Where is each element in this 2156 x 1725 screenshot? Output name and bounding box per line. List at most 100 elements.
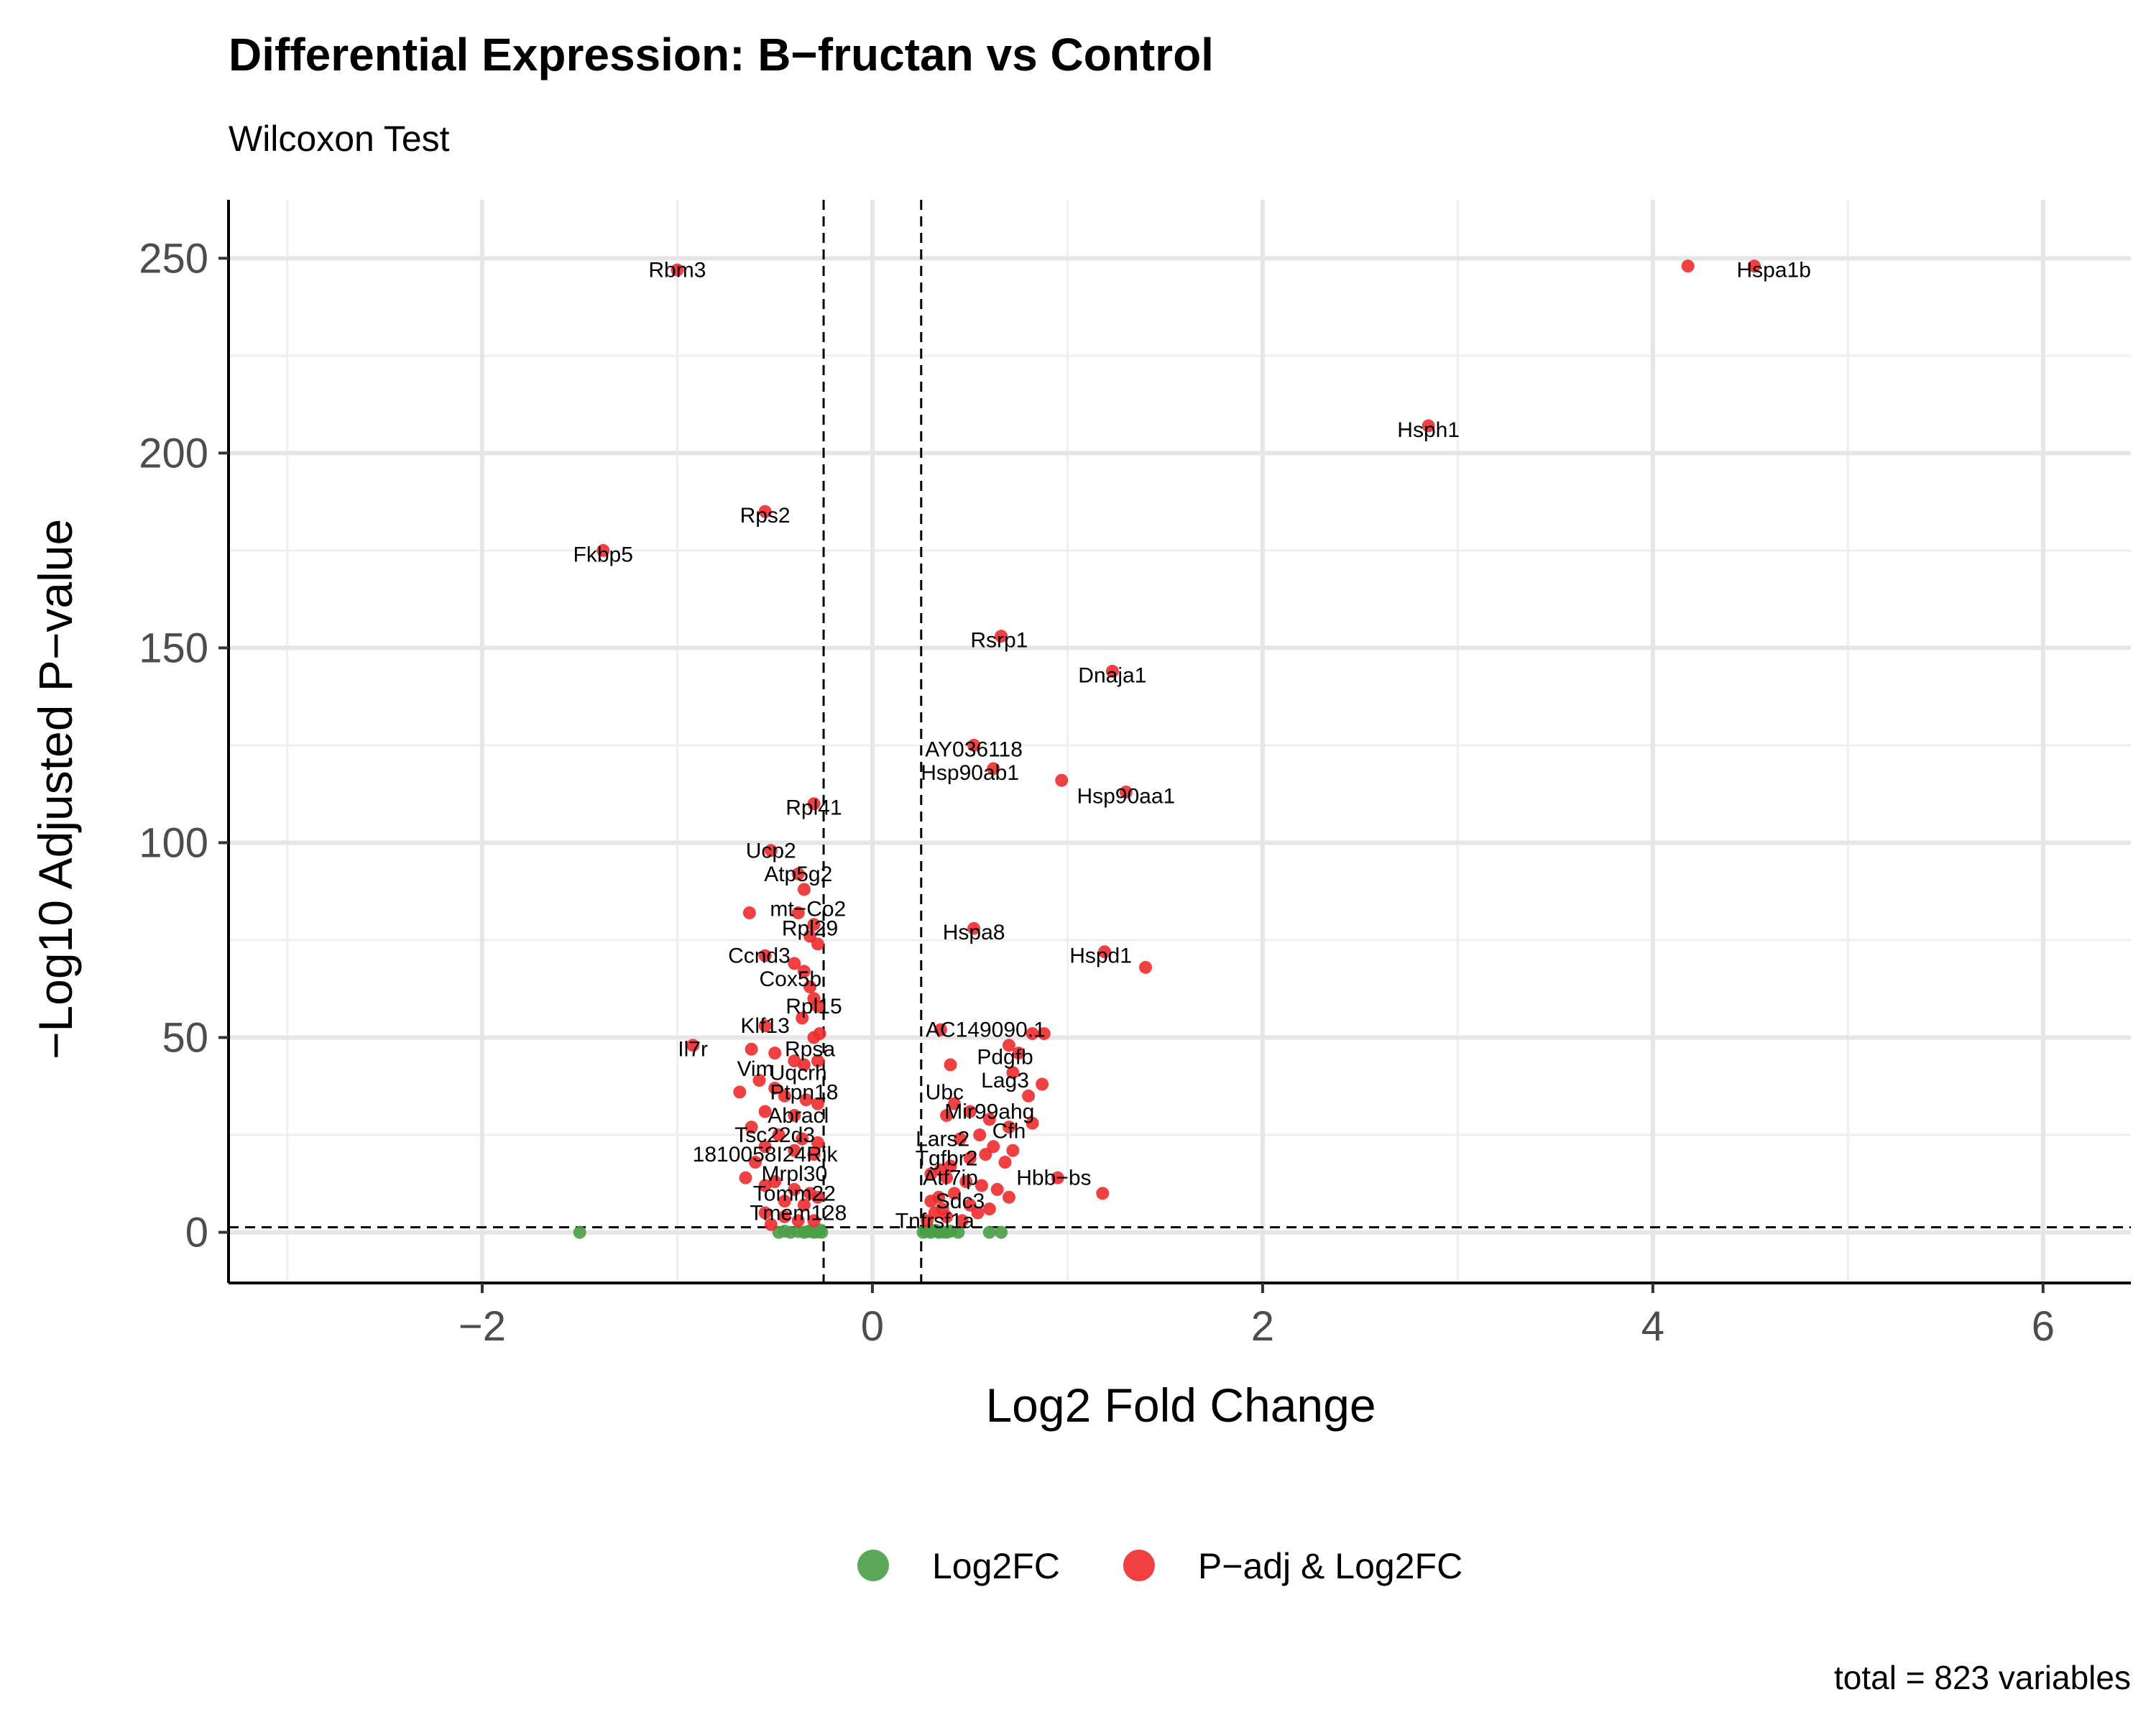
point-padj-log2fc — [1026, 1027, 1039, 1041]
gene-label: mt−Co2 — [770, 898, 846, 921]
point-padj-log2fc — [788, 1054, 801, 1068]
point-padj-log2fc — [752, 1074, 766, 1087]
point-padj-log2fc — [671, 263, 684, 277]
gene-label: Hspa8 — [943, 921, 1005, 944]
point-padj-log2fc — [807, 1214, 821, 1228]
point-log2fc — [930, 1224, 944, 1238]
point-padj-log2fc — [811, 1054, 824, 1068]
y-tick-label: 200 — [139, 430, 208, 477]
point-padj-log2fc — [1055, 773, 1069, 787]
point-padj-log2fc — [749, 1155, 763, 1169]
point-padj-log2fc — [940, 1108, 954, 1122]
point-padj-log2fc — [797, 883, 811, 896]
gene-label: Tmem128 — [750, 1201, 847, 1225]
point-padj-log2fc — [796, 1132, 809, 1146]
gene-label: Uqcrh — [770, 1061, 827, 1085]
gene-label: Atf7ip — [923, 1167, 978, 1190]
x-tick-label: −2 — [459, 1303, 506, 1350]
point-padj-log2fc — [788, 1108, 801, 1122]
point-padj-log2fc — [979, 1148, 992, 1162]
y-tick-label: 250 — [139, 235, 208, 282]
gene-label: Rpsa — [785, 1038, 835, 1062]
point-padj-log2fc — [758, 1105, 772, 1118]
point-padj-log2fc — [742, 906, 756, 920]
point-padj-log2fc — [797, 1198, 811, 1212]
point-padj-log2fc — [1748, 259, 1761, 273]
point-padj-log2fc — [768, 1175, 782, 1189]
point-padj-log2fc — [807, 1148, 821, 1162]
chart-caption: total = 823 variables — [1834, 1659, 2131, 1696]
point-padj-log2fc — [940, 1171, 954, 1184]
point-padj-log2fc — [768, 1046, 782, 1060]
gene-label: Tomm22 — [753, 1182, 836, 1205]
point-padj-log2fc — [924, 1195, 938, 1208]
x-tick-label: 4 — [1641, 1303, 1664, 1350]
y-tick-label: 100 — [139, 819, 208, 866]
point-padj-log2fc — [758, 1179, 772, 1192]
data-points — [573, 259, 1761, 1239]
legend-label: P−adj & Log2FC — [1198, 1546, 1462, 1586]
point-padj-log2fc — [791, 906, 805, 920]
point-log2fc — [995, 1225, 1008, 1239]
gene-label: Il7r — [678, 1038, 708, 1062]
point-padj-log2fc — [1036, 1077, 1049, 1091]
y-tick-label: 50 — [162, 1014, 208, 1061]
point-padj-log2fc — [920, 1214, 934, 1228]
point-padj-log2fc — [797, 1058, 811, 1072]
x-tick-label: 0 — [861, 1303, 884, 1350]
point-padj-log2fc — [772, 1128, 786, 1142]
gene-label: Ptpn18 — [770, 1080, 838, 1104]
point-padj-log2fc — [1002, 1039, 1015, 1052]
point-padj-log2fc — [758, 1019, 772, 1033]
point-padj-log2fc — [778, 1089, 791, 1103]
threshold-lines — [229, 200, 2131, 1283]
gene-label: Sdc3 — [936, 1190, 985, 1213]
point-padj-log2fc — [1097, 945, 1111, 959]
point-padj-log2fc — [967, 921, 981, 935]
point-log2fc — [982, 1225, 996, 1239]
point-padj-log2fc — [934, 1023, 947, 1036]
y-tick-label: 0 — [185, 1210, 208, 1256]
point-padj-log2fc — [947, 1187, 961, 1200]
x-tick-label: 2 — [1251, 1303, 1274, 1350]
point-padj-log2fc — [596, 543, 610, 557]
point-padj-log2fc — [788, 957, 801, 970]
gene-label: Atp5g2 — [764, 862, 832, 886]
point-padj-log2fc — [963, 1198, 977, 1212]
point-padj-log2fc — [959, 1175, 973, 1189]
point-padj-log2fc — [778, 1210, 791, 1223]
point-padj-log2fc — [1006, 1066, 1020, 1080]
point-padj-log2fc — [990, 1182, 1004, 1196]
gene-label: Rbm3 — [648, 259, 706, 282]
point-padj-log2fc — [788, 1182, 801, 1196]
point-padj-log2fc — [788, 1144, 801, 1157]
point-padj-log2fc — [1006, 1144, 1020, 1157]
point-padj-log2fc — [797, 965, 811, 978]
gene-label: Rpl15 — [786, 995, 842, 1018]
point-padj-log2fc — [811, 1000, 824, 1013]
gene-label: Lag3 — [981, 1069, 1029, 1092]
gene-label: Vim — [737, 1057, 773, 1081]
gene-label: Hsp90aa1 — [1077, 784, 1175, 808]
point-padj-log2fc — [944, 1159, 957, 1173]
point-padj-log2fc — [764, 844, 778, 857]
point-padj-log2fc — [944, 1058, 957, 1072]
point-padj-log2fc — [995, 630, 1008, 643]
point-padj-log2fc — [758, 1206, 772, 1220]
point-padj-log2fc — [1119, 785, 1133, 799]
chart-title: Differential Expression: B−fructan vs Co… — [229, 29, 1214, 80]
point-log2fc — [573, 1225, 586, 1239]
point-padj-log2fc — [936, 1202, 949, 1216]
point-padj-log2fc — [807, 918, 821, 932]
point-padj-log2fc — [733, 1085, 747, 1099]
gene-label: Cfh — [992, 1120, 1026, 1144]
legend-key — [1123, 1550, 1155, 1581]
point-padj-log2fc — [975, 1179, 988, 1192]
legend-label: Log2FC — [932, 1546, 1060, 1586]
point-padj-log2fc — [791, 867, 805, 880]
gene-label: Ccnd3 — [728, 944, 791, 968]
gene-label: AC149090.1 — [926, 1018, 1046, 1042]
gene-label: Mrpl30 — [761, 1162, 827, 1186]
gene-label: Hsph1 — [1397, 418, 1460, 442]
